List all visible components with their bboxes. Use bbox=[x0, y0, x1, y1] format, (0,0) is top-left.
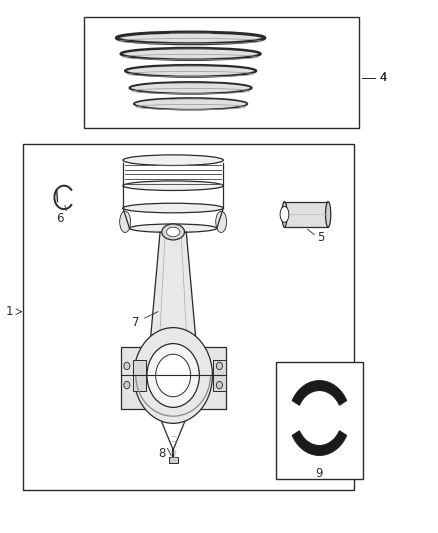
Text: 9: 9 bbox=[316, 467, 323, 480]
Text: 4: 4 bbox=[379, 73, 386, 83]
Circle shape bbox=[124, 362, 130, 369]
Circle shape bbox=[216, 381, 223, 389]
Ellipse shape bbox=[123, 203, 223, 213]
Bar bbox=[84, 17, 359, 128]
Ellipse shape bbox=[325, 201, 331, 227]
Ellipse shape bbox=[121, 48, 261, 60]
Ellipse shape bbox=[216, 211, 226, 232]
Ellipse shape bbox=[162, 224, 184, 240]
Text: 1: 1 bbox=[6, 305, 13, 318]
Bar bbox=[213, 360, 226, 391]
Polygon shape bbox=[149, 232, 197, 354]
Polygon shape bbox=[293, 381, 346, 405]
Bar bbox=[169, 457, 177, 463]
Text: 6: 6 bbox=[56, 212, 64, 225]
Circle shape bbox=[134, 328, 212, 423]
Ellipse shape bbox=[130, 82, 252, 94]
Bar bbox=[121, 347, 226, 409]
Bar bbox=[133, 360, 146, 391]
Bar bbox=[170, 450, 176, 457]
Ellipse shape bbox=[130, 224, 217, 232]
Ellipse shape bbox=[125, 65, 256, 77]
Text: 5: 5 bbox=[317, 231, 325, 244]
Bar bbox=[276, 362, 363, 479]
Circle shape bbox=[147, 344, 199, 407]
Ellipse shape bbox=[120, 211, 131, 232]
Ellipse shape bbox=[282, 201, 287, 227]
Bar bbox=[22, 144, 354, 490]
Text: 4: 4 bbox=[380, 71, 387, 84]
Ellipse shape bbox=[123, 155, 223, 165]
Ellipse shape bbox=[117, 32, 265, 44]
Ellipse shape bbox=[280, 206, 289, 222]
Circle shape bbox=[155, 354, 191, 397]
Bar bbox=[285, 201, 328, 227]
Text: 7: 7 bbox=[132, 316, 140, 329]
Polygon shape bbox=[293, 431, 346, 455]
Circle shape bbox=[216, 362, 223, 369]
Ellipse shape bbox=[123, 181, 223, 190]
Ellipse shape bbox=[134, 98, 247, 110]
Circle shape bbox=[124, 381, 130, 389]
Ellipse shape bbox=[166, 227, 180, 237]
Text: 8: 8 bbox=[159, 447, 166, 460]
